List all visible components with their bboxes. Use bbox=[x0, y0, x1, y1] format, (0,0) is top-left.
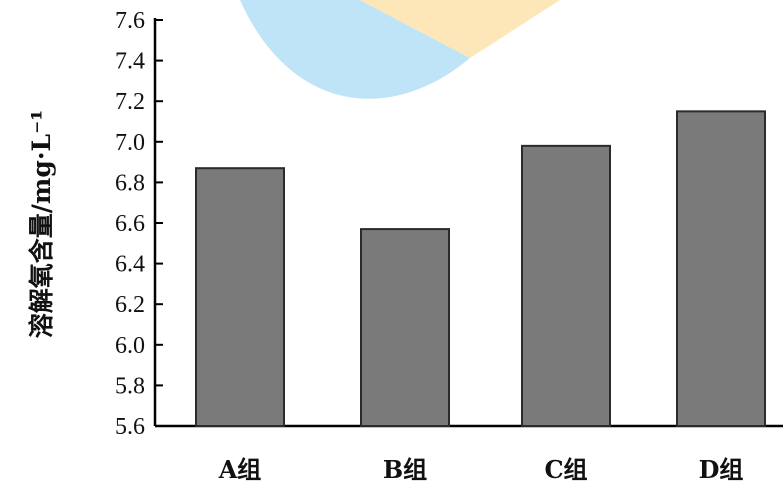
watermark bbox=[240, 0, 560, 99]
y-axis-label: 溶解氧含量/mg·L⁻¹ bbox=[27, 110, 56, 339]
bar-2 bbox=[360, 228, 450, 427]
x-tick-label: D组 bbox=[699, 455, 744, 484]
x-tick-labels: A组 B组 C组 D组 bbox=[218, 455, 744, 484]
x-tick-label: B组 bbox=[383, 455, 427, 484]
y-tick-label: 5.8 bbox=[115, 373, 145, 399]
y-tick-label: 6.8 bbox=[115, 170, 145, 196]
y-tick-label: 7.0 bbox=[115, 130, 145, 156]
y-tick-labels: 5.6 5.8 6.0 6.2 6.4 6.6 6.8 7.0 7.2 7.4 7.6 bbox=[115, 8, 145, 440]
bar-3 bbox=[521, 144, 611, 428]
watermark-blue-shape bbox=[240, 0, 470, 99]
watermark-yellow-shape bbox=[360, 0, 560, 58]
y-tick-label: 7.2 bbox=[115, 89, 145, 115]
bar-4 bbox=[676, 110, 766, 427]
bars bbox=[195, 110, 766, 428]
x-tick-label: C组 bbox=[544, 455, 587, 484]
y-tick-label: 5.6 bbox=[115, 414, 145, 440]
y-tick-label: 6.2 bbox=[115, 292, 145, 318]
y-tick-label: 6.0 bbox=[115, 333, 145, 359]
y-tick-label: 7.6 bbox=[115, 8, 145, 34]
y-tick-label: 6.6 bbox=[115, 211, 145, 237]
y-tick-label: 6.4 bbox=[115, 252, 145, 278]
bar-1 bbox=[195, 167, 285, 427]
x-tick-label: A组 bbox=[218, 455, 262, 484]
y-tick-label: 7.4 bbox=[115, 49, 145, 75]
